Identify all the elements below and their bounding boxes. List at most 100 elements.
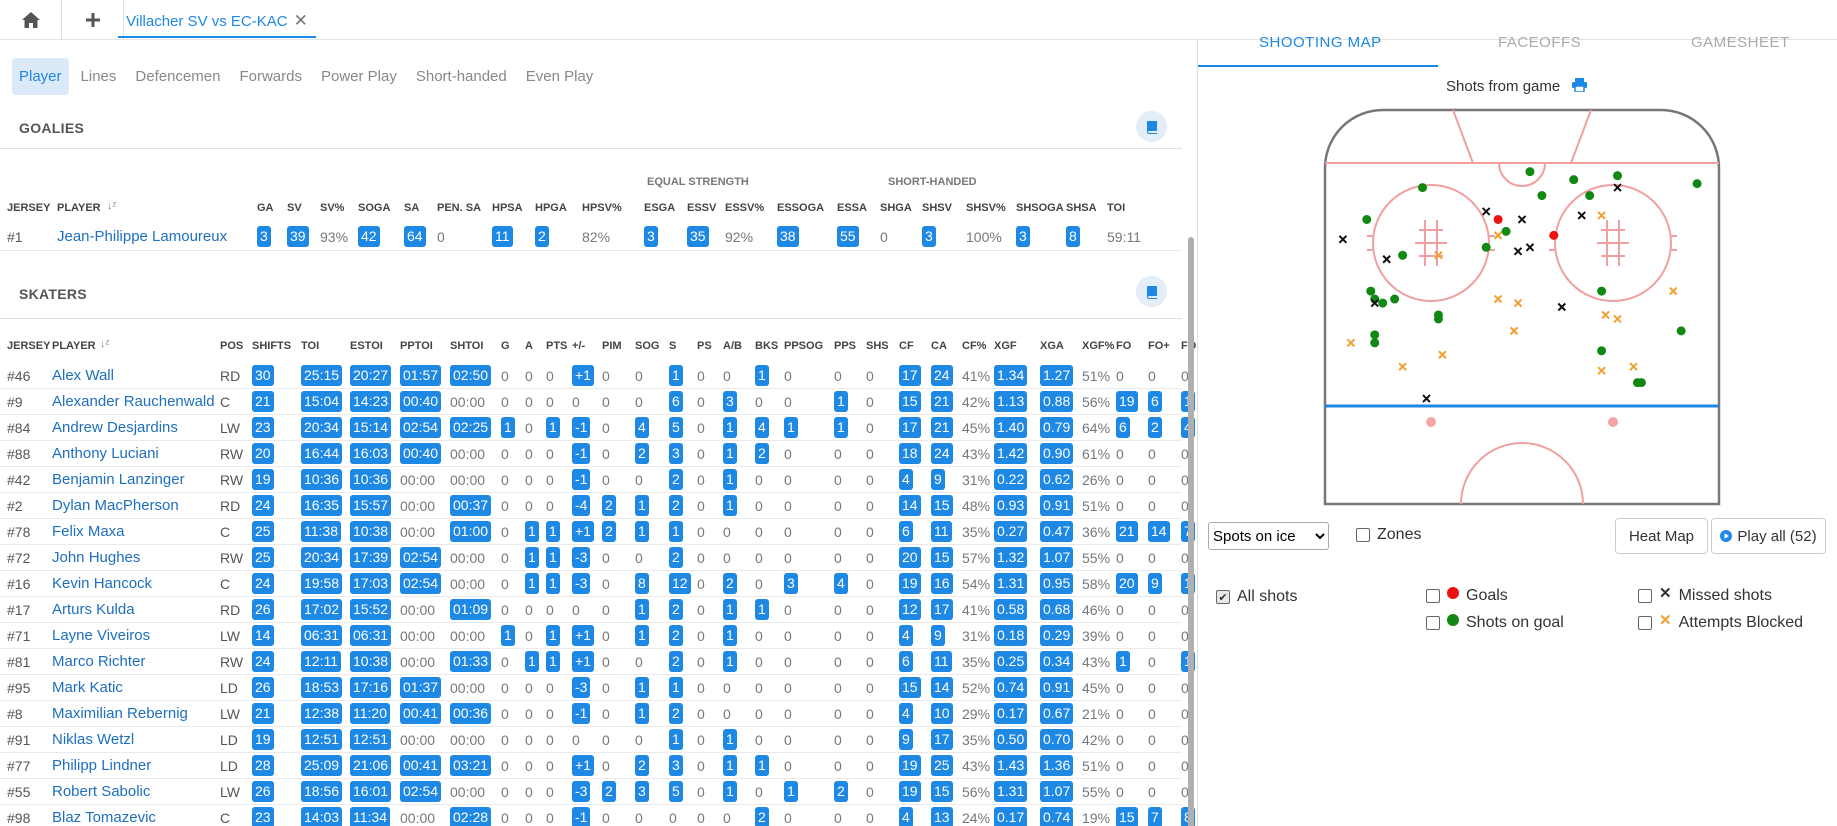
checkbox-box[interactable]: ✔ xyxy=(1216,590,1230,604)
shot-on-goal-marker[interactable] xyxy=(1481,242,1491,252)
zones-checkbox[interactable]: Zones xyxy=(1356,526,1421,544)
blocked-shot-marker[interactable] xyxy=(1434,251,1443,260)
missed-shot-marker[interactable] xyxy=(1577,211,1586,220)
player-link[interactable]: Robert Sabolic xyxy=(52,783,151,800)
spots-select[interactable]: Spots on ice xyxy=(1208,522,1329,550)
heat-map-button[interactable]: Heat Map xyxy=(1615,518,1708,554)
shot-on-goal-marker[interactable] xyxy=(1636,378,1646,388)
home-icon[interactable] xyxy=(0,0,62,40)
blocked-shot-marker[interactable] xyxy=(1629,362,1638,371)
missed-shot-marker[interactable] xyxy=(1422,394,1431,403)
player-link[interactable]: Andrew Desjardins xyxy=(52,419,178,436)
tab-shooting-map[interactable]: SHOOTING MAP xyxy=(1259,34,1382,51)
book-icon[interactable] xyxy=(1136,276,1167,307)
checkbox-box[interactable] xyxy=(1638,589,1652,603)
blocked-shot-marker[interactable] xyxy=(1346,338,1356,348)
subtab-lines[interactable]: Lines xyxy=(80,68,117,85)
sort-icon[interactable]: ↓ᶻ xyxy=(100,338,110,350)
shot-on-goal-marker[interactable] xyxy=(1525,167,1535,177)
all-shots-checkbox[interactable]: ✔ All shots xyxy=(1216,588,1297,606)
checkbox-box[interactable] xyxy=(1638,616,1652,630)
missed-shot-marker[interactable] xyxy=(1517,215,1527,224)
shot-on-goal-marker[interactable] xyxy=(1362,214,1372,224)
tab-faceoffs[interactable]: FACEOFFS xyxy=(1498,34,1582,51)
missed-shot-marker[interactable] xyxy=(1481,207,1491,216)
shot-on-goal-marker[interactable] xyxy=(1597,346,1607,356)
checkbox-box[interactable] xyxy=(1426,589,1440,603)
blocked-shot-marker[interactable] xyxy=(1613,314,1622,324)
shot-on-goal-marker[interactable] xyxy=(1398,250,1408,260)
goal-marker[interactable] xyxy=(1493,214,1503,224)
sort-icon[interactable]: ↓ᶻ xyxy=(107,200,117,212)
shot-on-goal-marker[interactable] xyxy=(1537,191,1547,201)
blocked-shot-marker[interactable] xyxy=(1438,350,1447,359)
play-all-button[interactable]: Play all (52) xyxy=(1711,518,1826,554)
shot-on-goal-marker[interactable] xyxy=(1370,338,1380,348)
missed-shot-marker[interactable] xyxy=(1525,243,1535,252)
blocked-shot-marker[interactable] xyxy=(1398,362,1407,371)
blocked-shot-marker[interactable] xyxy=(1513,298,1523,308)
subtab-defencemen[interactable]: Defencemen xyxy=(135,68,221,85)
subtab-even-play[interactable]: Even Play xyxy=(525,68,594,85)
shot-on-goal-marker[interactable] xyxy=(1585,191,1595,201)
player-link[interactable]: Alexander Rauchenwald xyxy=(52,393,215,410)
missed-shot-marker[interactable] xyxy=(1370,298,1379,308)
missed-shots-checkbox[interactable]: ✕ Missed shots xyxy=(1638,585,1772,605)
player-link[interactable]: Marco Richter xyxy=(52,653,146,670)
tab-gamesheet[interactable]: GAMESHEET xyxy=(1691,34,1790,51)
close-icon[interactable]: ✕ xyxy=(293,11,308,30)
player-link[interactable]: Anthony Luciani xyxy=(52,445,159,462)
player-link[interactable]: Mark Katic xyxy=(52,679,123,696)
checkbox-box[interactable] xyxy=(1426,616,1440,630)
shot-on-goal-marker[interactable] xyxy=(1433,314,1443,324)
printer-icon[interactable] xyxy=(1572,78,1588,93)
missed-shot-marker[interactable] xyxy=(1613,183,1622,192)
blocked-shot-marker[interactable] xyxy=(1669,286,1678,296)
missed-shot-marker[interactable] xyxy=(1557,302,1567,312)
player-link[interactable]: Blaz Tomazevic xyxy=(52,809,156,826)
goal-marker[interactable] xyxy=(1549,230,1559,240)
player-link[interactable]: Felix Maxa xyxy=(52,523,125,540)
shot-on-goal-marker[interactable] xyxy=(1692,179,1702,189)
player-link[interactable]: Niklas Wetzl xyxy=(52,731,135,748)
player-link[interactable]: Layne Viveiros xyxy=(52,627,151,644)
tab-game[interactable]: Villacher SV vs EC-KAC ✕ xyxy=(118,6,316,38)
goals-checkbox[interactable]: Goals xyxy=(1426,587,1508,605)
shot-on-goal-marker[interactable] xyxy=(1418,183,1427,193)
missed-shot-marker[interactable] xyxy=(1382,255,1391,264)
skaters-col-player[interactable]: PLAYER xyxy=(52,340,96,352)
goalie-player-link[interactable]: Jean-Philippe Lamoureux xyxy=(57,228,228,245)
shot-on-goal-marker[interactable] xyxy=(1676,326,1686,336)
subtab-short-handed[interactable]: Short-handed xyxy=(415,68,507,85)
checkbox-box[interactable] xyxy=(1356,528,1370,542)
blocked-shot-marker[interactable] xyxy=(1509,326,1519,336)
missed-shot-marker[interactable] xyxy=(1338,235,1348,244)
player-link[interactable]: Maximilian Rebernig xyxy=(52,705,188,722)
blocked-shot-marker[interactable] xyxy=(1493,294,1503,304)
player-link[interactable]: Philipp Lindner xyxy=(52,757,152,774)
shot-on-goal-marker[interactable] xyxy=(1501,226,1511,236)
player-link[interactable]: John Hughes xyxy=(52,549,141,566)
subtab-player[interactable]: Player xyxy=(12,58,69,95)
scrollbar[interactable] xyxy=(1188,237,1194,826)
plus-icon[interactable] xyxy=(62,0,124,40)
player-link[interactable]: Benjamin Lanzinger xyxy=(52,471,185,488)
attempts-blocked-checkbox[interactable]: ✕ Attempts Blocked xyxy=(1638,612,1803,632)
shots-on-goal-checkbox[interactable]: Shots on goal xyxy=(1426,614,1564,632)
rink-map[interactable] xyxy=(1323,108,1721,506)
player-link[interactable]: Arturs Kulda xyxy=(52,601,135,618)
player-link[interactable]: Kevin Hancock xyxy=(52,575,153,592)
subtab-forwards[interactable]: Forwards xyxy=(239,68,302,85)
shot-on-goal-marker[interactable] xyxy=(1569,175,1579,185)
shot-on-goal-marker[interactable] xyxy=(1597,286,1607,296)
shot-on-goal-marker[interactable] xyxy=(1370,330,1380,340)
shot-on-goal-marker[interactable] xyxy=(1613,171,1623,181)
blocked-shot-marker[interactable] xyxy=(1597,211,1606,220)
shot-on-goal-marker[interactable] xyxy=(1366,286,1376,296)
blocked-shot-marker[interactable] xyxy=(1493,231,1503,240)
player-link[interactable]: Alex Wall xyxy=(52,367,114,384)
player-link[interactable]: Dylan MacPherson xyxy=(52,497,179,514)
shot-on-goal-marker[interactable] xyxy=(1378,298,1388,308)
book-icon[interactable] xyxy=(1136,111,1167,142)
goalies-col-player[interactable]: PLAYER xyxy=(57,202,101,214)
